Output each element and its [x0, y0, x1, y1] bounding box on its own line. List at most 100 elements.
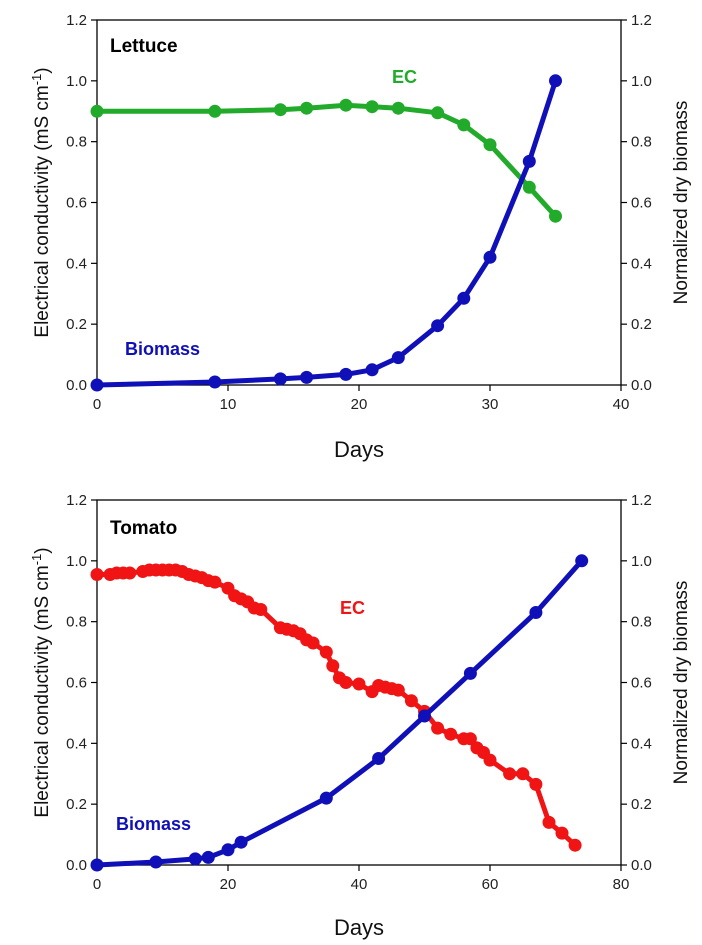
y-right-tick-label: 0.4: [631, 735, 652, 752]
y-left-tick-label: 1.0: [66, 73, 87, 90]
y-left-tick-label: 1.0: [66, 553, 87, 570]
data-point-biomass: [208, 375, 222, 389]
data-point-biomass: [201, 850, 215, 864]
y-left-axis-title-close: ): [32, 67, 53, 73]
x-tick-label: 0: [93, 876, 101, 893]
data-point-ec: [90, 568, 104, 581]
panel-title: Tomato: [110, 518, 177, 539]
series-line-ec: [94, 567, 578, 848]
y-left-tick-label: 1.2: [66, 12, 87, 29]
y-right-tick-label: 1.0: [631, 553, 652, 570]
data-point-biomass: [319, 791, 333, 805]
data-point-biomass: [391, 351, 405, 365]
x-tick-label: 20: [220, 876, 237, 893]
y-left-tick-label: 1.2: [66, 492, 87, 509]
data-point-ec: [391, 101, 405, 115]
data-point-biomass: [339, 367, 353, 381]
series-line-biomass: [94, 78, 558, 388]
series-label-ec: EC: [340, 598, 365, 618]
data-point-ec: [352, 677, 366, 691]
series-label-biomass: Biomass: [125, 339, 200, 359]
data-point-biomass: [273, 372, 287, 386]
data-point-biomass: [234, 835, 248, 849]
y-left-tick-label: 0.0: [66, 857, 87, 874]
data-point-ec: [391, 683, 405, 697]
y-left-tick-label: 0.0: [66, 377, 87, 394]
series-label-ec: EC: [392, 67, 417, 87]
data-point-biomass: [418, 709, 431, 723]
x-tick-label: 80: [613, 876, 630, 893]
x-tick-label: 0: [93, 396, 101, 413]
data-point-ec: [549, 209, 562, 223]
data-point-ec: [444, 727, 458, 741]
y-left-axis-title-close: ): [32, 547, 53, 553]
data-point-biomass: [221, 843, 235, 857]
data-point-biomass: [431, 319, 445, 333]
data-point-ec: [463, 732, 477, 746]
x-tick-label: 60: [482, 876, 499, 893]
panel-title: Lettuce: [110, 36, 178, 57]
data-point-biomass: [457, 291, 471, 305]
x-tick-label: 40: [351, 876, 368, 893]
data-point-ec: [208, 104, 222, 118]
data-point-biomass: [549, 74, 562, 88]
data-point-ec: [123, 566, 137, 580]
y-left-tick-label: 0.2: [66, 796, 87, 813]
data-point-ec: [326, 659, 340, 673]
data-point-ec: [483, 753, 497, 767]
x-axis-title: Days: [334, 437, 384, 462]
data-point-ec: [300, 101, 314, 115]
y-right-tick-label: 1.2: [631, 12, 652, 29]
data-point-biomass: [188, 852, 202, 866]
y-left-tick-label: 0.4: [66, 735, 87, 752]
y-left-tick-label: 0.8: [66, 614, 87, 631]
data-point-ec: [431, 106, 445, 120]
series-line-ec: [94, 102, 558, 219]
data-point-ec: [516, 767, 530, 781]
y-left-tick-label: 0.8: [66, 134, 87, 151]
y-right-tick-label: 0.8: [631, 614, 652, 631]
data-point-ec: [90, 104, 104, 118]
data-point-ec: [522, 180, 536, 194]
x-tick-label: 10: [220, 396, 237, 413]
y-right-axis-title: Normalized dry biomass: [671, 581, 692, 785]
data-point-ec: [254, 603, 268, 616]
y-right-tick-label: 1.2: [631, 492, 652, 509]
data-point-ec: [319, 645, 333, 659]
y-right-tick-label: 0.6: [631, 195, 652, 212]
x-tick-label: 40: [613, 396, 630, 413]
y-right-tick-label: 1.0: [631, 73, 652, 90]
y-left-axis-title-main: Electrical conductivity (mS cm: [32, 85, 53, 337]
data-point-biomass: [372, 752, 386, 765]
data-point-biomass: [575, 554, 589, 568]
y-left-tick-label: 0.2: [66, 316, 87, 333]
series-ec: EC: [90, 563, 582, 852]
data-point-biomass: [522, 154, 536, 168]
y-right-tick-label: 0.2: [631, 316, 652, 333]
y-left-tick-label: 0.6: [66, 195, 87, 212]
data-point-biomass: [90, 858, 104, 872]
x-axis-title: Days: [334, 915, 384, 940]
data-point-ec: [431, 721, 445, 735]
y-left-axis-title-sup: -1: [29, 74, 44, 86]
series-label-biomass: Biomass: [116, 814, 191, 834]
y-right-tick-label: 0.8: [631, 134, 652, 151]
y-left-axis-title: Electrical conductivity (mS cm-1): [29, 67, 54, 337]
series-biomass: Biomass: [90, 554, 589, 872]
data-point-ec: [339, 98, 353, 112]
data-point-ec: [404, 694, 418, 708]
data-point-biomass: [300, 370, 314, 384]
data-point-biomass: [483, 250, 497, 264]
data-point-biomass: [90, 378, 104, 392]
data-point-ec: [483, 138, 497, 152]
data-point-ec: [568, 838, 582, 852]
y-right-tick-label: 0.0: [631, 857, 652, 874]
data-point-ec: [503, 767, 517, 781]
data-point-ec: [457, 118, 471, 132]
series-line-biomass: [94, 558, 585, 868]
data-point-biomass: [463, 666, 477, 680]
data-point-biomass: [529, 606, 543, 619]
data-point-ec: [555, 826, 569, 840]
y-left-axis-title-sup: -1: [29, 554, 44, 566]
